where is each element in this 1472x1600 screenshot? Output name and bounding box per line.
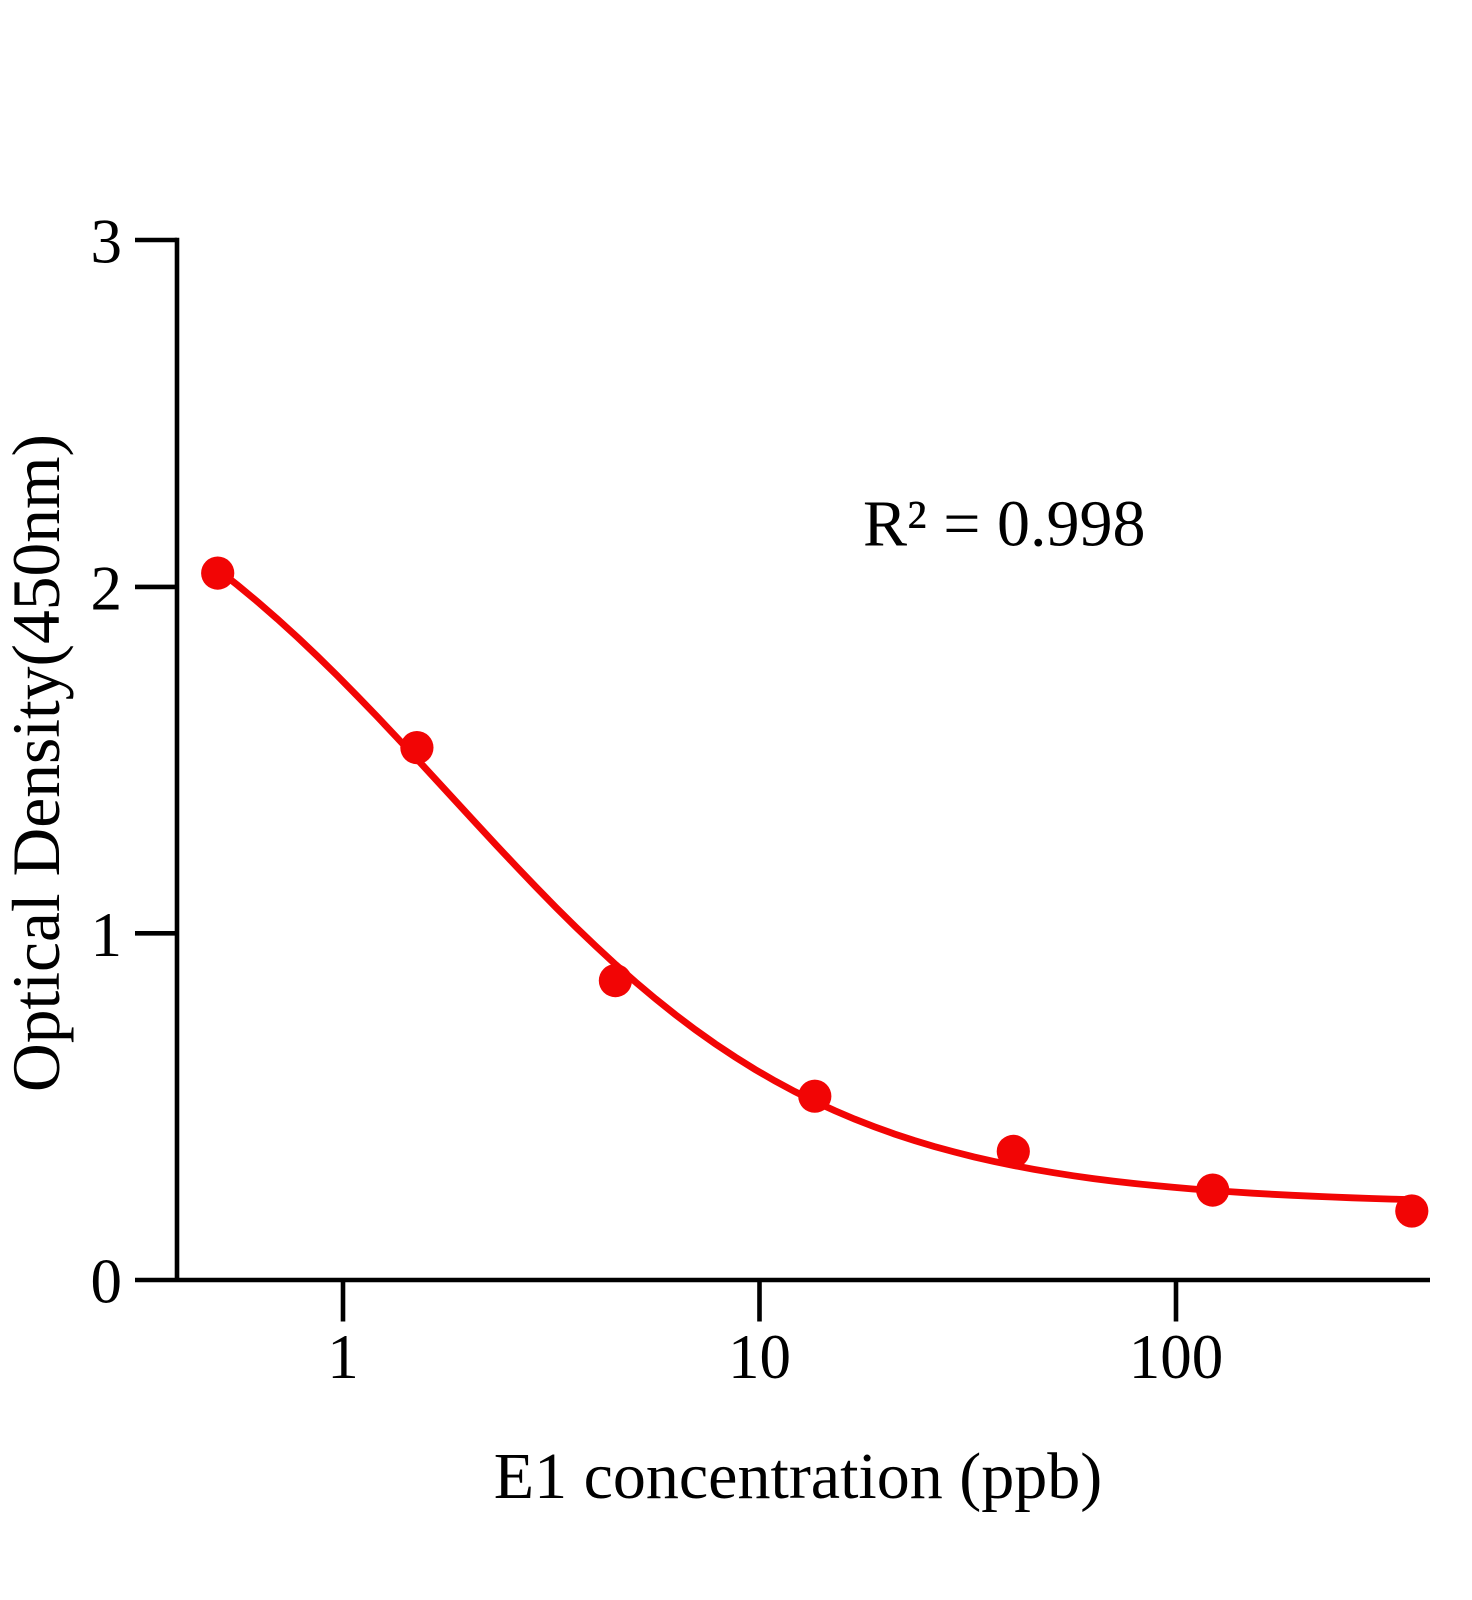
- svg-text:3: 3: [91, 207, 123, 277]
- svg-text:10: 10: [728, 1322, 791, 1392]
- svg-text:R² = 0.998: R² = 0.998: [863, 488, 1146, 561]
- svg-text:E1 concentration (ppb): E1 concentration (ppb): [494, 1440, 1102, 1513]
- svg-text:0: 0: [91, 1247, 123, 1317]
- svg-text:100: 100: [1129, 1322, 1224, 1392]
- svg-text:Optical Density(450nm): Optical Density(450nm): [0, 434, 74, 1092]
- svg-text:2: 2: [91, 553, 123, 623]
- svg-text:1: 1: [327, 1322, 359, 1392]
- svg-text:1: 1: [91, 900, 123, 970]
